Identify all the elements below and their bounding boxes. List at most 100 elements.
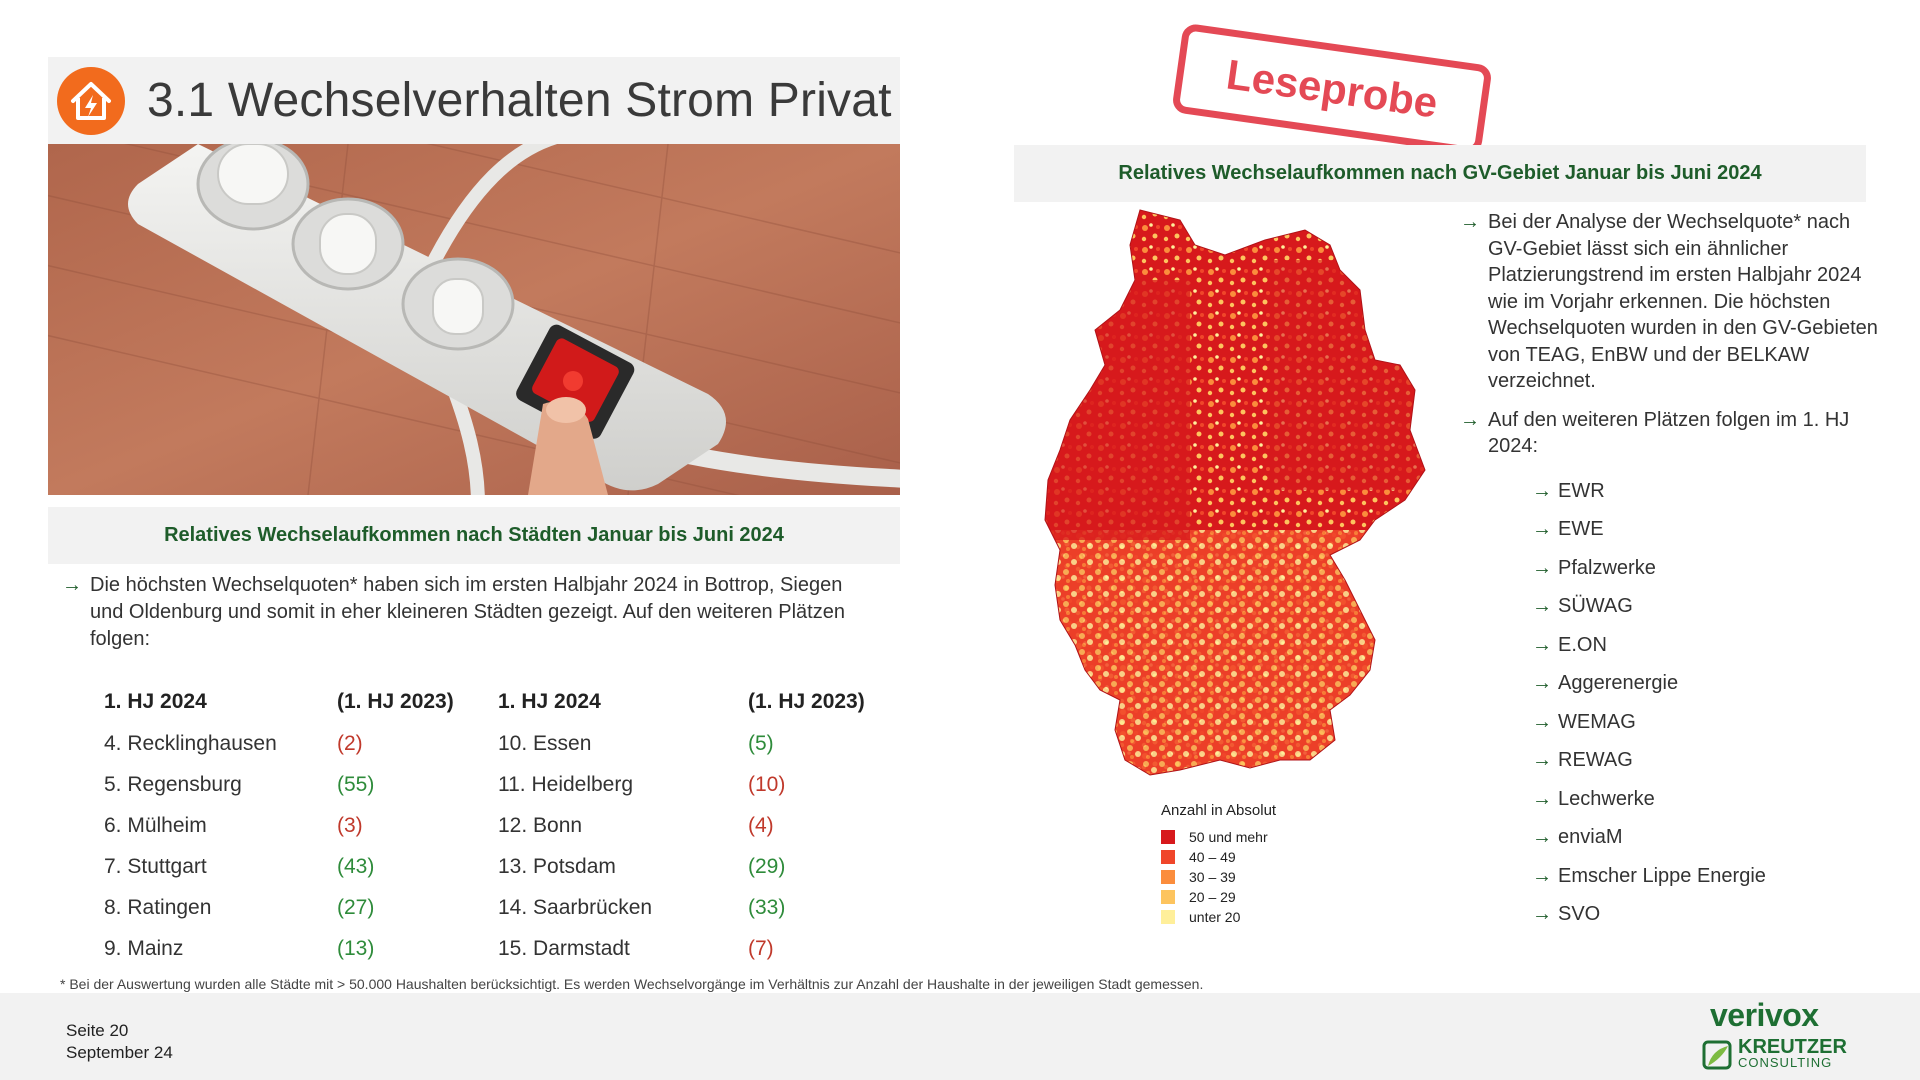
- page-number: Seite 20: [66, 1021, 129, 1040]
- right-previous-list: (5) (10) (4) (29) (33) (7): [748, 723, 785, 969]
- verivox-logo-text: verivox: [1710, 997, 1819, 1033]
- provider-item: → enviaM: [1532, 818, 1880, 857]
- provider-item: → REWAG: [1532, 741, 1880, 780]
- title-bar: 3.1 Wechselverhalten Strom Privat: [48, 57, 900, 144]
- cities-section-heading: Relatives Wechselaufkommen nach Städten …: [48, 507, 900, 564]
- provider-name: REWAG: [1558, 749, 1633, 771]
- arrow-right-icon: →: [1532, 556, 1552, 579]
- arrow-right-icon: →: [1532, 864, 1552, 887]
- provider-list: → EWR → EWE → Pfalzwerke → SÜWAG → E.ON → Agge…: [1532, 472, 1880, 934]
- provider-item: → SVO: [1532, 895, 1880, 934]
- map-legend: Anzahl in Absolut 50 und mehr 40 – 49 30…: [1161, 802, 1276, 927]
- provider-item: → Pfalzwerke: [1532, 549, 1880, 588]
- arrow-right-icon: →: [1532, 826, 1552, 848]
- analysis-bullet: → Auf den weiteren Plätzen folgen im 1. …: [1460, 407, 1880, 460]
- page-info: Seite 20 September 24: [66, 1020, 173, 1064]
- provider-item: → SÜWAG: [1532, 587, 1880, 626]
- previous-rank: (27): [337, 896, 375, 919]
- arrow-right-icon: →: [1532, 595, 1552, 617]
- legend-item: unter 20: [1161, 907, 1276, 927]
- legend-swatch: [1161, 870, 1175, 884]
- analysis-bullet-text: Bei der Analyse der Wechselquote* nach G…: [1488, 211, 1878, 392]
- provider-name: SÜWAG: [1558, 595, 1633, 617]
- legend-label: 40 – 49: [1189, 849, 1236, 865]
- germany-heatmap: [1030, 200, 1440, 780]
- legend-label: 50 und mehr: [1189, 829, 1268, 845]
- arrow-right-icon: →: [1532, 787, 1552, 810]
- kreutzer-main-text: KREUTZER: [1738, 1036, 1847, 1058]
- arrow-right-icon: →: [62, 574, 82, 596]
- provider-name: Emscher Lippe Energie: [1558, 864, 1766, 887]
- city-rank: 10. Essen: [498, 732, 592, 755]
- legend-title: Anzahl in Absolut: [1161, 802, 1277, 819]
- legend-item: 40 – 49: [1161, 847, 1276, 867]
- previous-rank: (10): [748, 773, 786, 796]
- cities-intro-text: Die höchsten Wechselquoten* haben sich i…: [90, 574, 845, 650]
- previous-rank: (33): [748, 896, 786, 919]
- legend-item: 50 und mehr: [1161, 827, 1276, 847]
- city-rank: 8. Ratingen: [104, 896, 212, 919]
- arrow-right-icon: →: [1532, 479, 1552, 502]
- verivox-logo: verivox: [1710, 997, 1819, 1034]
- provider-name: EWE: [1558, 518, 1604, 540]
- city-rank: 11. Heidelberg: [498, 773, 634, 796]
- previous-rank: (29): [748, 855, 786, 878]
- previous-rank: (55): [337, 773, 375, 796]
- right-city-list: 10. Essen 11. Heidelberg 12. Bonn 13. Po…: [498, 723, 652, 969]
- right-current-header: 1. HJ 2024: [498, 690, 601, 713]
- provider-item: → EWR: [1532, 472, 1880, 511]
- city-rank: 12. Bonn: [498, 814, 583, 837]
- city-rank: 5. Regensburg: [104, 773, 242, 796]
- leseprobe-stamp: Leseprobe: [1171, 22, 1493, 156]
- arrow-right-icon: →: [1532, 749, 1552, 771]
- provider-item: → E.ON: [1532, 626, 1880, 665]
- provider-item: → Emscher Lippe Energie: [1532, 857, 1880, 896]
- arrow-right-icon: →: [1532, 672, 1552, 694]
- footnote: * Bei der Auswertung wurden alle Städte …: [60, 976, 1204, 992]
- provider-name: enviaM: [1558, 826, 1623, 848]
- legend-item: 20 – 29: [1161, 887, 1276, 907]
- house-lightning-icon: [57, 66, 125, 135]
- provider-item: → WEMAG: [1532, 703, 1880, 742]
- arrow-right-icon: →: [1532, 518, 1552, 540]
- city-rank: 14. Saarbrücken: [498, 896, 653, 919]
- provider-item: → EWE: [1532, 510, 1880, 549]
- page-date: September 24: [66, 1043, 173, 1062]
- legend-swatch: [1161, 830, 1175, 844]
- gv-section-heading: Relatives Wechselaufkommen nach GV-Gebie…: [1014, 145, 1866, 202]
- city-rank: 7. Stuttgart: [104, 855, 207, 878]
- arrow-right-icon: →: [1460, 211, 1480, 233]
- city-rank: 9. Mainz: [104, 937, 184, 960]
- legend-label: 20 – 29: [1189, 889, 1236, 905]
- previous-rank: (4): [748, 814, 774, 837]
- page-title: 3.1 Wechselverhalten Strom Privat: [147, 74, 892, 127]
- provider-name: E.ON: [1558, 633, 1607, 656]
- provider-name: Lechwerke: [1558, 787, 1655, 810]
- arrow-right-icon: →: [1532, 903, 1552, 925]
- legend-swatch: [1161, 910, 1175, 924]
- previous-rank: (5): [748, 732, 774, 755]
- city-rank: 15. Darmstadt: [498, 937, 630, 960]
- previous-rank: (43): [337, 855, 375, 878]
- arrow-right-icon: →: [1460, 408, 1480, 431]
- provider-item: → Aggerenergie: [1532, 664, 1880, 703]
- right-previous-header: (1. HJ 2023): [748, 690, 865, 713]
- legend-label: unter 20: [1189, 909, 1241, 925]
- left-city-list: 4. Recklinghausen 5. Regensburg 6. Mülhe…: [104, 723, 277, 969]
- legend-label: 30 – 39: [1189, 869, 1236, 885]
- provider-name: Aggerenergie: [1558, 672, 1679, 694]
- kreutzer-sub-text: CONSULTING: [1738, 1055, 1833, 1070]
- power-strip-photo: [48, 144, 900, 495]
- provider-name: SVO: [1558, 903, 1601, 925]
- provider-name: Pfalzwerke: [1558, 556, 1656, 579]
- arrow-right-icon: →: [1532, 633, 1552, 656]
- left-previous-list: (2) (55) (3) (43) (27) (13): [337, 723, 374, 969]
- footer: [0, 993, 1920, 1080]
- previous-rank: (13): [337, 937, 375, 960]
- legend-swatch: [1161, 890, 1175, 904]
- kreutzer-leaf-icon: [1702, 1040, 1732, 1070]
- provider-item: → Lechwerke: [1532, 780, 1880, 819]
- cities-intro: → Die höchsten Wechselquoten* haben sich…: [62, 572, 872, 653]
- left-previous-header: (1. HJ 2023): [337, 690, 454, 713]
- left-current-header: 1. HJ 2024: [104, 690, 207, 713]
